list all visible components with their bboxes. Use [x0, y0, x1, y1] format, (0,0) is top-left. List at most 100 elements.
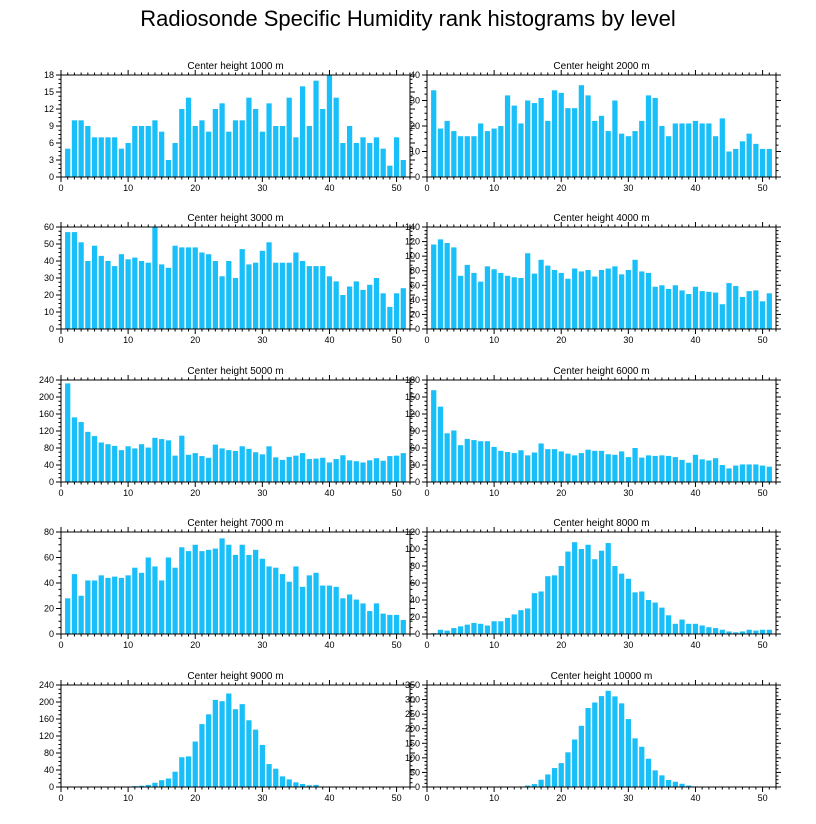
- histogram-bar: [632, 448, 638, 482]
- histogram-bar: [511, 105, 517, 177]
- y-tick-label: 50: [44, 239, 54, 249]
- histogram-bar: [112, 445, 118, 483]
- histogram-bar: [726, 283, 732, 329]
- histogram-bar: [504, 617, 511, 634]
- histogram-bar: [464, 438, 470, 482]
- histogram-bar: [578, 725, 584, 787]
- histogram-bar: [639, 271, 645, 329]
- histogram-bar: [444, 433, 450, 482]
- histogram-bar: [326, 276, 333, 329]
- histogram-bar: [286, 456, 292, 482]
- histogram-bar: [300, 261, 306, 329]
- histogram-bar: [457, 445, 464, 482]
- x-tick-label: 40: [324, 640, 334, 650]
- histogram-panel-5: Center height 5000 m 0 10 20 30 40 50 0 40 80 120 1…: [39, 366, 415, 498]
- histogram-bar: [605, 690, 611, 787]
- histogram-bar: [279, 459, 286, 482]
- histogram-bar: [518, 450, 524, 482]
- histogram-bar: [639, 591, 645, 634]
- panel-title: Center height 10000 m: [551, 671, 653, 682]
- histogram-bar: [733, 286, 739, 329]
- histogram-bar: [538, 97, 544, 177]
- histogram-bar: [692, 286, 699, 329]
- histogram-bar: [125, 446, 131, 482]
- x-tick-label: 40: [690, 183, 700, 193]
- histogram-bar: [300, 784, 306, 787]
- histogram-bar: [98, 442, 104, 482]
- histogram-bar: [484, 625, 491, 634]
- histogram-bar: [491, 269, 497, 329]
- histogram-bar: [306, 266, 312, 329]
- histogram-bar: [504, 451, 511, 482]
- histogram-bar: [753, 630, 759, 634]
- histogram-bar: [206, 457, 212, 482]
- histogram-bar: [152, 782, 158, 787]
- histogram-bar: [652, 770, 658, 787]
- histogram-bar: [346, 286, 353, 329]
- histogram-bar: [478, 123, 484, 177]
- histogram-bar: [672, 123, 678, 177]
- y-tick-label: 40: [410, 295, 420, 305]
- histogram-bar: [246, 264, 252, 329]
- y-tick-label: 80: [44, 527, 54, 537]
- histogram-bar: [226, 693, 232, 787]
- histogram-bar: [518, 278, 524, 329]
- histogram-bar: [457, 136, 464, 177]
- histogram-bar: [471, 136, 477, 177]
- histogram-bar: [572, 455, 578, 482]
- histogram-bar: [652, 455, 658, 482]
- panel-title: Center height 4000 m: [553, 213, 649, 224]
- y-tick-label: 0: [49, 782, 54, 792]
- histogram-bar: [578, 549, 584, 634]
- x-tick-label: 20: [190, 488, 200, 498]
- histogram-bar: [138, 444, 145, 482]
- x-tick-label: 40: [690, 488, 700, 498]
- histogram-bar: [253, 262, 259, 329]
- histogram-bar: [132, 126, 138, 177]
- y-tick-label: 60: [410, 280, 420, 290]
- histogram-bar: [632, 592, 638, 634]
- x-tick-label: 10: [123, 183, 133, 193]
- y-tick-label: 20: [44, 604, 54, 614]
- histogram-bar: [105, 137, 111, 177]
- histogram-bar: [279, 574, 286, 634]
- x-tick-label: 30: [623, 488, 633, 498]
- histogram-bar: [112, 576, 118, 635]
- histogram-bar: [192, 247, 198, 329]
- histogram-bar: [451, 628, 457, 634]
- y-tick-label: 120: [39, 731, 54, 741]
- histogram-bar: [672, 285, 678, 329]
- y-tick-label: 140: [405, 222, 420, 232]
- x-tick-label: 40: [324, 183, 334, 193]
- histogram-bar: [666, 780, 672, 787]
- y-tick-label: 80: [44, 748, 54, 758]
- histogram-bar: [592, 559, 598, 634]
- histogram-bar: [78, 422, 84, 482]
- histogram-bar: [679, 619, 685, 634]
- histogram-bar: [373, 458, 380, 482]
- histogram-bar: [253, 109, 259, 177]
- x-tick-label: 50: [392, 335, 402, 345]
- y-tick-label: 15: [44, 87, 54, 97]
- y-tick-label: 150: [405, 738, 420, 748]
- histogram-bar: [98, 137, 104, 177]
- histogram-bar: [145, 447, 151, 482]
- histogram-bar: [172, 771, 178, 787]
- histogram-bar: [585, 544, 591, 634]
- histogram-bar: [572, 268, 578, 329]
- histogram-bar: [538, 591, 544, 634]
- histogram-bar: [125, 259, 131, 329]
- histogram-bar: [326, 462, 333, 482]
- histogram-bar: [733, 465, 739, 482]
- histogram-bar: [353, 599, 359, 634]
- histogram-bar: [387, 306, 393, 329]
- histogram-bar: [91, 580, 98, 634]
- histogram-bar: [739, 296, 746, 329]
- histogram-bar: [78, 120, 84, 177]
- histogram-bar: [400, 453, 406, 482]
- y-tick-label: 0: [415, 782, 420, 792]
- histogram-bar: [253, 452, 259, 482]
- histogram-bar: [672, 457, 678, 482]
- x-tick-label: 20: [190, 335, 200, 345]
- y-tick-label: 12: [44, 104, 54, 114]
